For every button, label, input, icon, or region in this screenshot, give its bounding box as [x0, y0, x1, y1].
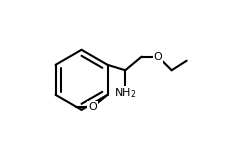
Text: O: O: [154, 52, 162, 62]
Text: NH$_2$: NH$_2$: [114, 87, 136, 100]
Text: O: O: [88, 102, 97, 112]
